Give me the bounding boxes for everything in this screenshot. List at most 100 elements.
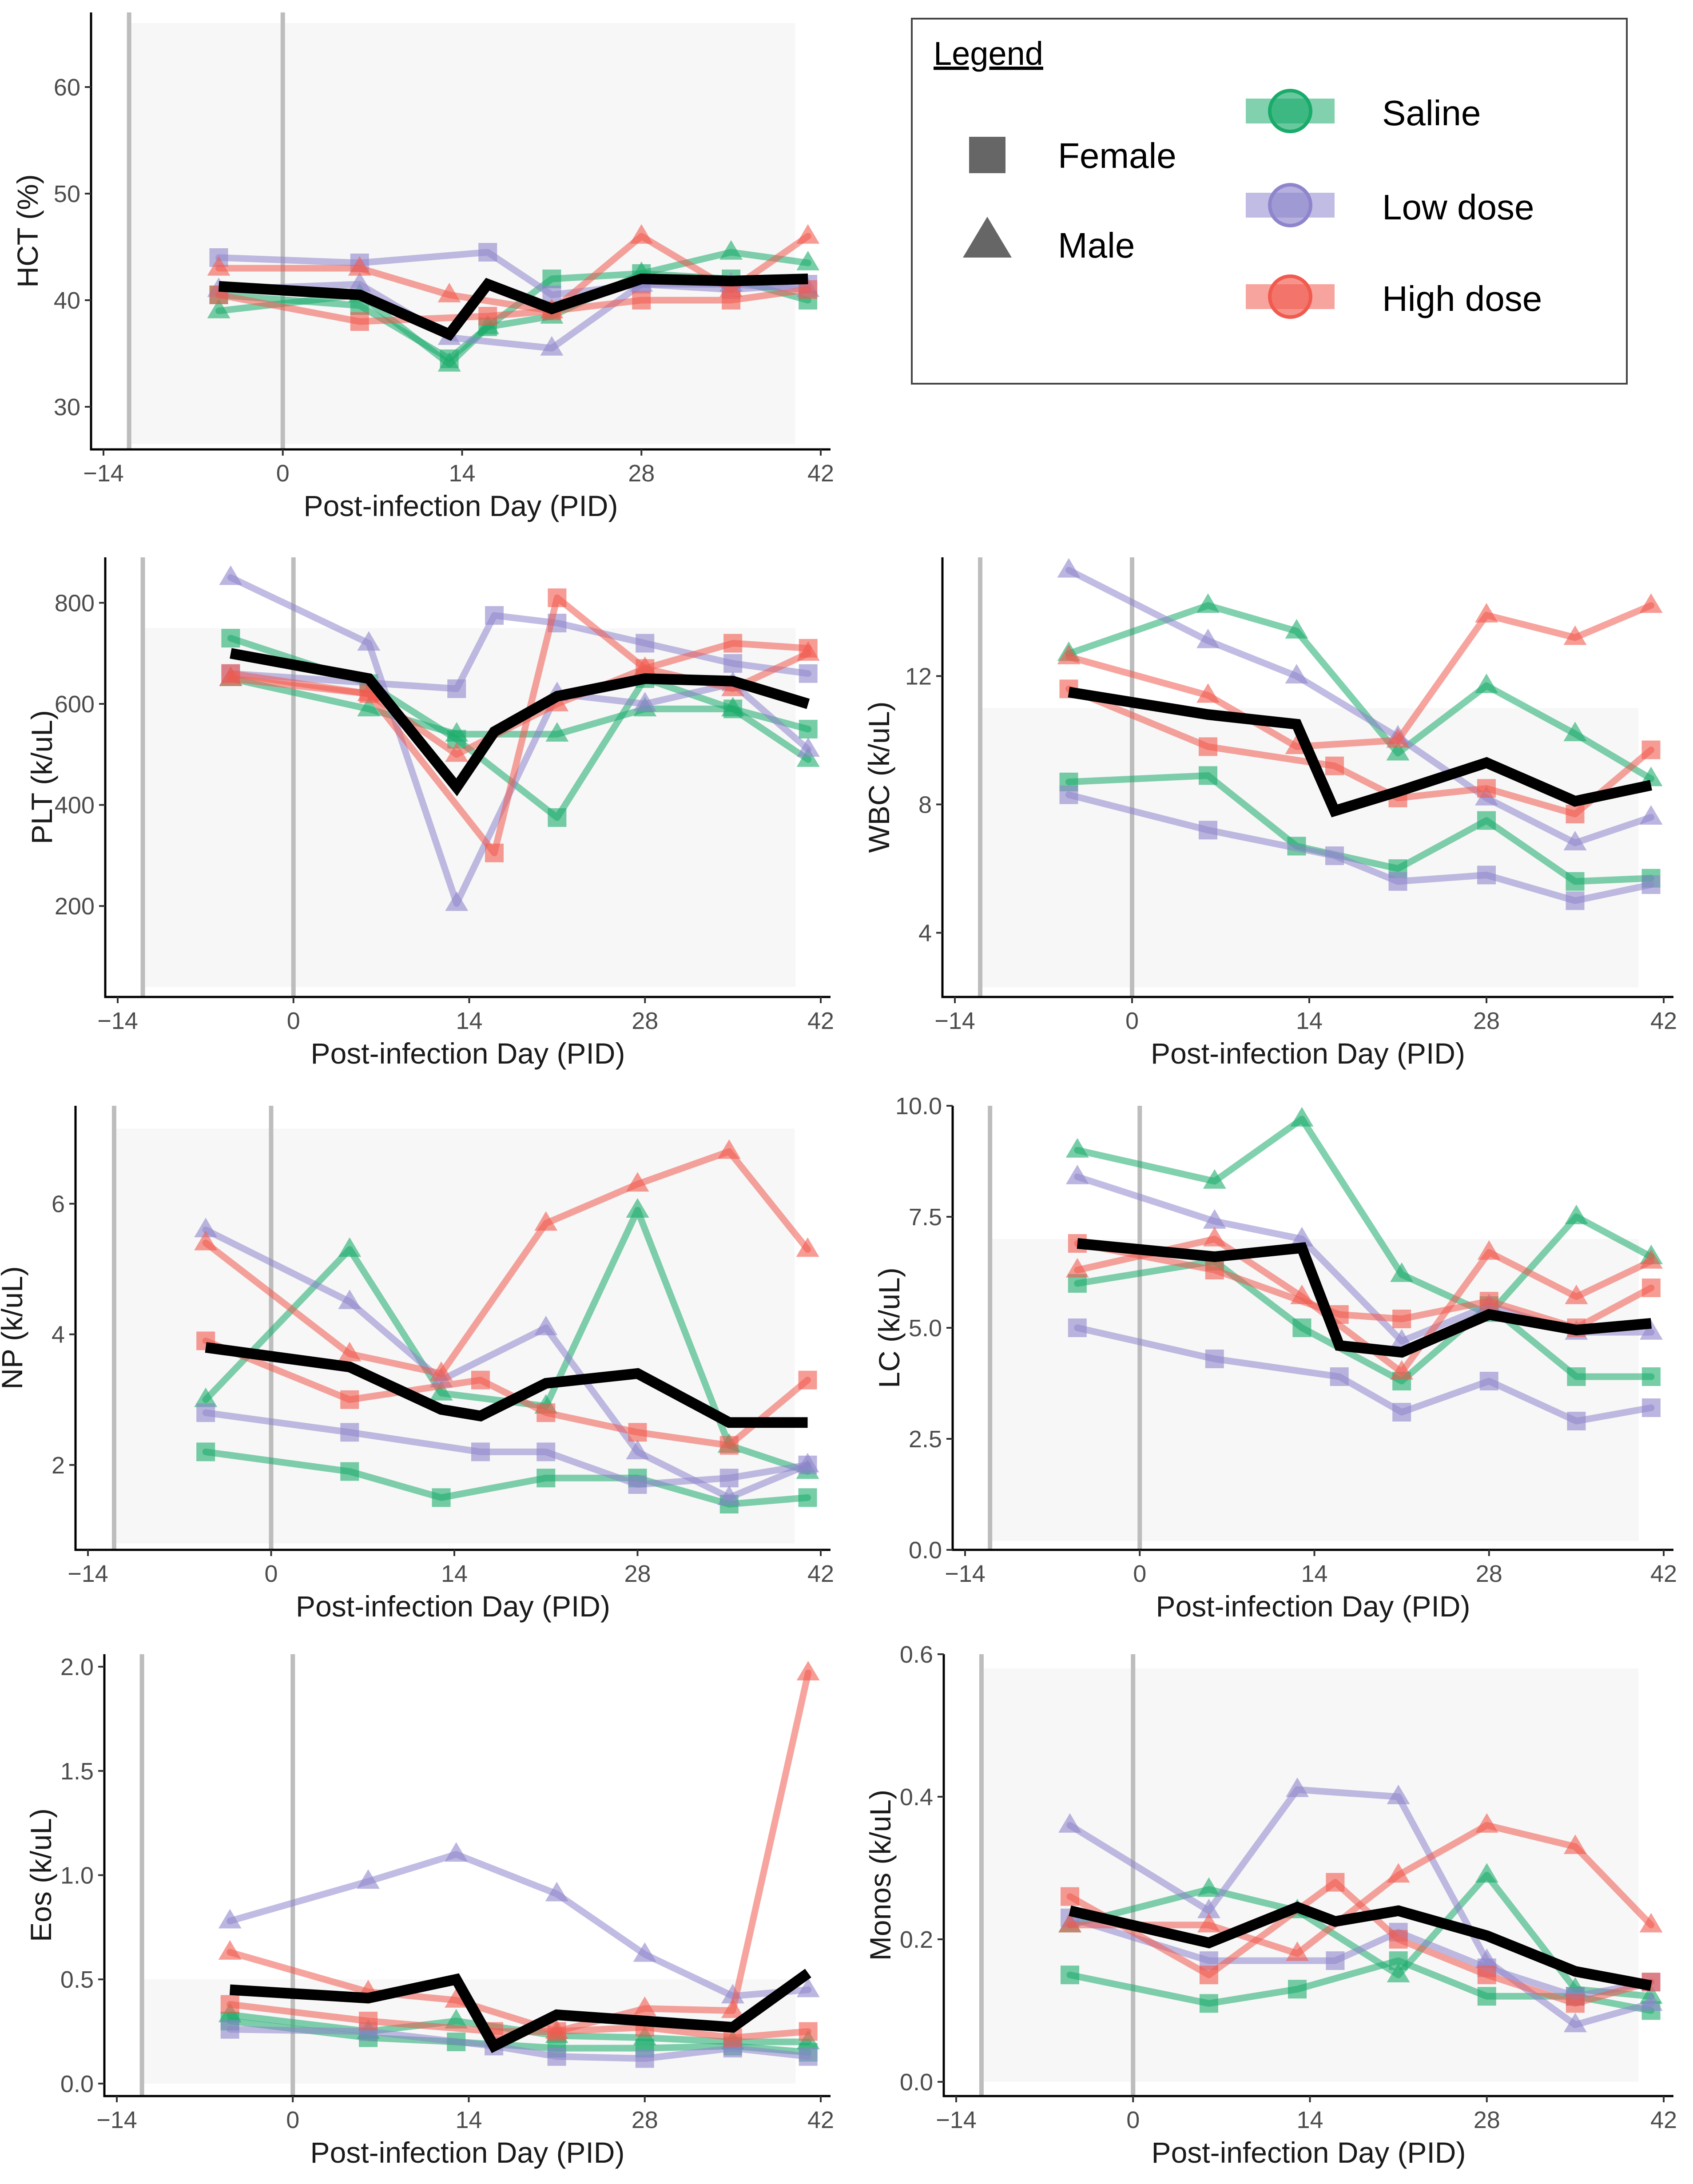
data-point-triangle: [1058, 1813, 1082, 1833]
data-point-square: [1205, 1261, 1224, 1279]
data-point-triangle: [633, 656, 657, 676]
x-tick-label: 0: [286, 2107, 299, 2133]
data-point-triangle: [1196, 593, 1220, 613]
data-point-square: [1288, 1980, 1307, 1999]
saline-swatch-icon: [1246, 89, 1335, 133]
data-point-triangle: [796, 1237, 819, 1257]
data-point-square: [1205, 1350, 1224, 1368]
series-high-male: [218, 1660, 820, 2039]
data-point-triangle: [1386, 741, 1410, 761]
data-point-triangle: [1387, 1784, 1410, 1804]
data-point-square: [719, 1436, 739, 1455]
data-point-square: [1641, 875, 1661, 894]
mean-line: [229, 1969, 811, 2053]
data-point-triangle: [534, 1211, 558, 1231]
data-point-square: [1566, 891, 1585, 910]
data-point-triangle: [545, 722, 569, 742]
mean-line: [1068, 687, 1652, 818]
y-tick-label: 2.5: [909, 1426, 942, 1453]
data-point-triangle: [1639, 593, 1663, 613]
x-axis-title: Post-infection Day (PID): [1156, 1590, 1470, 1623]
series-high-male: [219, 641, 820, 762]
data-point-triangle: [1387, 1962, 1410, 1982]
x-tick-label: 42: [807, 1561, 834, 1587]
data-point-square: [1641, 1367, 1661, 1386]
data-point-triangle: [437, 352, 461, 372]
data-point-triangle: [445, 2009, 468, 2029]
legend-female-label: Female: [1058, 136, 1176, 175]
x-tick-label: 42: [807, 2107, 834, 2133]
data-point-triangle: [1286, 1777, 1309, 1797]
y-tick-label: 12: [905, 663, 932, 690]
data-point-triangle: [1639, 1991, 1663, 2011]
data-point-triangle: [630, 224, 653, 244]
y-tick-label: 0.2: [900, 1926, 933, 1953]
data-point-triangle: [796, 747, 820, 767]
data-point-square: [196, 1442, 215, 1461]
x-tick-label: 14: [449, 460, 475, 487]
data-point-square: [447, 679, 466, 698]
data-point-square: [359, 2012, 378, 2031]
data-point-square: [799, 2022, 818, 2041]
data-point-square: [340, 1423, 359, 1442]
data-point-triangle: [796, 641, 820, 661]
data-point-square: [1199, 1966, 1218, 1985]
data-point-triangle: [445, 891, 469, 911]
data-point-square: [799, 2047, 818, 2066]
data-point-square: [1392, 1403, 1411, 1422]
data-point-triangle: [626, 1172, 649, 1192]
data-point-triangle: [1197, 1913, 1220, 1933]
data-point-triangle: [1203, 1209, 1226, 1229]
y-axis-title: Monos (k/uL): [864, 1790, 897, 1961]
data-point-triangle: [633, 1942, 656, 1962]
data-point-square: [1477, 1987, 1496, 2006]
x-tick-label: 0: [264, 1561, 278, 1587]
data-point-triangle: [633, 691, 657, 711]
data-point-triangle: [429, 1361, 453, 1381]
y-tick-label: 60: [54, 74, 80, 101]
series-low-female: [221, 606, 818, 698]
x-tick-label: 14: [1301, 1561, 1327, 1587]
data-point-triangle: [1203, 1169, 1226, 1189]
data-point-triangle: [357, 697, 381, 717]
data-point-square: [1566, 1994, 1585, 2013]
y-tick-label: 400: [55, 792, 95, 819]
data-point-square: [1392, 1310, 1411, 1328]
y-tick-label: 40: [54, 287, 80, 314]
data-point-triangle: [1197, 1877, 1220, 1897]
data-point-square: [1566, 805, 1585, 824]
x-tick-label: 42: [1650, 1561, 1677, 1587]
data-point-triangle: [445, 742, 469, 762]
x-tick-label: 14: [1296, 2107, 1323, 2133]
data-point-square: [1330, 1367, 1349, 1386]
x-tick-label: 14: [456, 1008, 482, 1034]
data-point-square: [471, 1370, 490, 1390]
data-point-square: [478, 243, 497, 262]
data-point-triangle: [348, 256, 371, 276]
x-tick-label: 0: [276, 460, 290, 487]
y-axis-title: PLT (k/uL): [25, 710, 58, 844]
mean-line: [205, 1342, 808, 1428]
data-point-triangle: [445, 1988, 468, 2008]
series-low-female: [1068, 1318, 1661, 1430]
data-point-square: [537, 1469, 556, 1488]
x-axis-title: Post-infection Day (PID): [1151, 1037, 1465, 1070]
data-point-triangle: [1057, 644, 1081, 664]
x-tick-label: −14: [83, 460, 124, 487]
data-point-square: [340, 1462, 359, 1481]
data-point-square: [220, 2020, 239, 2039]
y-tick-label: 4: [918, 920, 932, 946]
panel-lc: −14 0 14 28 42 0.0 2.5 5.0 7.5 10.0 Post-infection…: [873, 1093, 1677, 1623]
female-square-icon: [969, 137, 1005, 173]
y-tick-label: 200: [55, 893, 95, 920]
data-point-triangle: [1058, 1913, 1082, 1933]
series-low-male: [1058, 1777, 1663, 2033]
data-point-square: [1326, 1951, 1345, 1970]
low-dose-swatch-icon: [1246, 183, 1335, 227]
data-point-triangle: [194, 1218, 218, 1238]
y-tick-label: 0.0: [900, 2069, 933, 2096]
data-point-square: [635, 2049, 654, 2068]
data-point-square: [723, 654, 743, 673]
